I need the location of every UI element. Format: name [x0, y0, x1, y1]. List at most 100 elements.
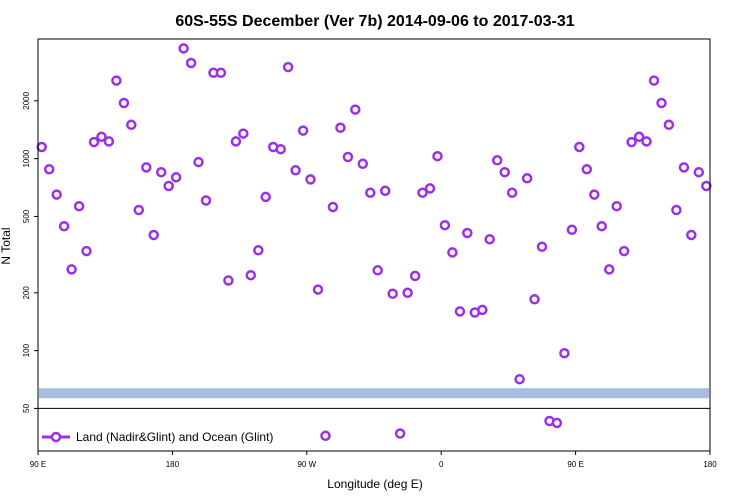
data-point: [312, 284, 324, 295]
data-point: [484, 234, 495, 245]
data-point: [701, 180, 712, 192]
data-point: [656, 97, 667, 109]
x-axis-label: Longitude (deg E): [327, 477, 422, 491]
data-point: [387, 288, 398, 299]
data-point: [327, 201, 339, 213]
data-point: [133, 204, 145, 216]
chart-title: 60S-55S December (Ver 7b) 2014-09-06 to …: [175, 13, 574, 30]
data-point: [350, 104, 361, 115]
data-point: [626, 136, 637, 148]
data-point: [417, 187, 428, 198]
data-point: [193, 156, 204, 168]
reference-band: [39, 388, 709, 399]
data-point: [379, 185, 391, 197]
y-axis-label: N Total: [0, 227, 13, 264]
x-tick-label: 180: [166, 460, 180, 469]
legend-label: Land (Nadir&Glint) and Ocean (Glint): [76, 430, 273, 444]
data-point: [88, 136, 100, 148]
data-point: [297, 125, 309, 136]
data-point: [148, 229, 159, 241]
data-point: [372, 265, 383, 276]
data-point: [126, 119, 137, 131]
data-point: [96, 131, 107, 143]
data-point: [394, 428, 406, 439]
y-tick-label: 1000: [22, 149, 31, 167]
data-point: [589, 189, 600, 200]
data-point: [439, 219, 451, 231]
data-point: [432, 150, 443, 162]
data-point: [215, 67, 227, 79]
x-tick-label: 180: [703, 460, 717, 469]
data-point: [693, 166, 705, 178]
data-point: [648, 75, 660, 86]
data-point: [529, 294, 540, 305]
data-point: [536, 241, 548, 252]
data-point: [559, 347, 570, 359]
data-point: [141, 162, 152, 173]
data-point: [641, 136, 652, 147]
data-point: [342, 151, 354, 163]
data-point: [290, 165, 301, 176]
data-point: [305, 174, 316, 185]
data-point: [260, 191, 271, 203]
data-point: [499, 166, 510, 178]
data-point: [506, 187, 518, 198]
data-point: [671, 204, 682, 216]
data-point: [43, 164, 55, 175]
data-point: [282, 61, 294, 73]
data-point: [163, 180, 174, 192]
data-point: [454, 306, 466, 317]
data-point: [58, 220, 70, 232]
data-point: [424, 183, 436, 194]
data-point: [155, 166, 167, 178]
data-point: [73, 200, 85, 212]
data-point: [686, 229, 697, 241]
data-point: [447, 247, 458, 258]
y-tick-label: 200: [22, 286, 31, 300]
data-point: [514, 373, 525, 385]
x-axis: 90 E 180 90 W 0 90 E 180: [30, 451, 717, 469]
data-point: [596, 220, 607, 232]
data-point: [477, 304, 488, 316]
data-point: [66, 264, 77, 275]
data-point: [81, 245, 92, 257]
data-point: [402, 287, 413, 299]
x-tick-label: 90 E: [567, 460, 583, 469]
data-point: [253, 245, 264, 256]
data-point: [103, 136, 115, 147]
data-point: [365, 187, 376, 198]
x-tick-label: 90 E: [30, 460, 46, 469]
data-point: [230, 136, 242, 147]
x-tick-label: 90 W: [297, 460, 316, 469]
data-point: [357, 158, 369, 170]
data-point: [185, 57, 197, 69]
data-point: [603, 264, 615, 275]
data-point: [663, 119, 675, 131]
data-points: [36, 43, 712, 442]
data-point: [611, 200, 622, 212]
y-axis: 50 100 200 500 1000 2000: [22, 91, 38, 413]
data-point: [521, 173, 533, 184]
y-tick-label: 2000: [22, 91, 31, 109]
data-point: [320, 430, 331, 442]
data-point: [111, 75, 122, 86]
data-point: [245, 269, 257, 281]
data-point: [200, 195, 212, 206]
data-point: [223, 275, 234, 286]
data-point: [335, 122, 346, 133]
data-point: [566, 224, 578, 236]
data-point: [618, 245, 630, 257]
data-point: [581, 164, 593, 175]
data-point: [462, 227, 473, 239]
x-tick-label: 0: [439, 460, 444, 469]
data-point: [574, 141, 585, 153]
data-point: [178, 43, 189, 54]
data-point: [491, 155, 503, 166]
plot-frame: [37, 38, 711, 452]
legend-swatch-marker: [50, 431, 62, 443]
legend: Land (Nadir&Glint) and Ocean (Glint): [42, 430, 273, 444]
y-tick-label: 500: [22, 209, 31, 223]
y-tick-label: 100: [22, 343, 31, 357]
